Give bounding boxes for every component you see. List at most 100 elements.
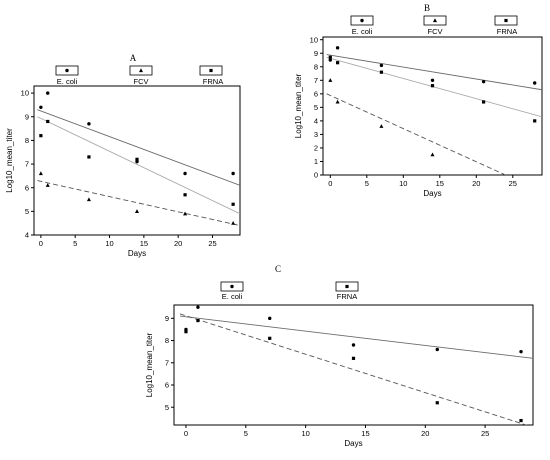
y-tick-label: 1 <box>314 157 318 166</box>
x-tick-label: 5 <box>244 429 248 438</box>
y-tick-label: 5 <box>314 103 318 112</box>
legend-item: FCV <box>129 65 153 86</box>
data-point <box>519 418 523 423</box>
y-tick-label: 6 <box>314 89 318 98</box>
trend-line <box>37 116 240 215</box>
series-fcv <box>326 78 506 175</box>
y-tick-label: 2 <box>314 144 318 153</box>
y-tick-label: 4 <box>314 116 318 125</box>
data-point <box>533 81 537 85</box>
x-axis-title: Days <box>344 439 362 448</box>
series-e-coli <box>326 46 542 91</box>
data-point <box>533 119 537 123</box>
x-tick-label: 20 <box>421 429 429 438</box>
series-e-coli <box>179 305 533 359</box>
data-point <box>231 220 236 225</box>
series-fcv <box>37 171 240 226</box>
panel-letter: C <box>275 264 281 274</box>
trend-line <box>179 313 528 425</box>
x-tick-label: 25 <box>208 239 216 248</box>
data-point <box>328 58 332 62</box>
data-point <box>335 46 340 50</box>
y-axis-title: Log10_mean_titer <box>5 128 14 193</box>
x-tick-label: 20 <box>472 179 480 188</box>
data-point <box>231 171 235 176</box>
series-frna <box>37 116 240 215</box>
chart-panel-b: B E. coli FCV FRNA 0 5 10 15 20 25 0 1 2 3 4 5 6 7 8 9 10 Day… <box>294 3 543 198</box>
data-point <box>435 401 439 405</box>
data-point <box>430 78 435 82</box>
series-e-coli <box>37 91 240 186</box>
data-point <box>183 171 187 176</box>
data-point <box>39 134 43 138</box>
data-point <box>268 316 272 321</box>
x-tick-label: 15 <box>436 179 444 188</box>
data-point <box>196 305 200 309</box>
x-tick-label: 5 <box>73 239 77 248</box>
legend-label: E. coli <box>352 27 373 36</box>
y-tick-label: 3 <box>314 130 318 139</box>
plot-frame <box>33 85 241 236</box>
legend-marker-circle <box>65 68 69 73</box>
y-tick-label: 5 <box>165 403 169 412</box>
data-point <box>379 124 384 128</box>
y-tick-label: 8 <box>165 336 169 345</box>
data-point <box>351 356 356 360</box>
data-point <box>45 183 50 187</box>
panel-letter: A <box>130 53 137 63</box>
legend-label: FRNA <box>497 27 517 36</box>
legend-item: FRNA <box>199 65 223 86</box>
data-point <box>231 202 235 206</box>
trend-line <box>179 315 533 359</box>
data-point <box>351 343 356 347</box>
plot-frame <box>173 304 534 426</box>
x-axis-title: Days <box>423 189 441 198</box>
x-tick-label: 20 <box>174 239 182 248</box>
x-tick-label: 15 <box>140 239 148 248</box>
trend-line <box>326 56 542 118</box>
panel-letter: B <box>424 3 430 13</box>
legend-item: E. coli <box>55 65 79 86</box>
plot-frame <box>322 36 543 176</box>
data-point <box>39 105 43 109</box>
legend-item: E. coli <box>220 281 244 301</box>
chart-panel-a: A E. coli FCV FRNA 0 5 10 15 20 25 4 5 6 7 8 9 10 Days Log… <box>5 53 241 258</box>
y-axis-title: Log10_mean_titer <box>294 73 303 138</box>
data-point <box>135 157 139 161</box>
data-point <box>87 122 91 126</box>
data-point <box>46 91 50 95</box>
legend-marker-triangle <box>433 18 437 23</box>
x-tick-label: 15 <box>361 429 369 438</box>
legend-item: FRNA <box>494 15 518 36</box>
data-point <box>184 330 188 334</box>
y-tick-label: 6 <box>165 381 169 390</box>
x-tick-label: 0 <box>328 179 332 188</box>
legend-label: E. coli <box>222 292 243 301</box>
x-tick-label: 10 <box>399 179 407 188</box>
data-point <box>430 84 435 88</box>
y-tick-label: 6 <box>25 183 29 192</box>
data-point <box>87 155 91 159</box>
data-point <box>435 347 439 352</box>
data-point <box>335 99 340 104</box>
data-point <box>46 119 50 124</box>
legend-label: FRNA <box>337 292 357 301</box>
data-point <box>519 349 523 354</box>
legend-label: FRNA <box>203 77 223 86</box>
data-point <box>86 197 91 202</box>
data-point <box>336 61 340 65</box>
data-point <box>481 79 486 84</box>
y-tick-label: 9 <box>314 49 318 58</box>
data-point <box>135 209 139 213</box>
y-tick-label: 7 <box>314 76 318 85</box>
x-axis-title: Days <box>128 249 146 258</box>
y-tick-label: 8 <box>314 62 318 71</box>
y-tick-label: 10 <box>21 89 29 98</box>
y-tick-label: 4 <box>25 231 29 240</box>
data-point <box>379 63 384 68</box>
legend-item: FCV <box>423 15 447 36</box>
y-tick-label: 10 <box>310 35 318 44</box>
x-tick-label: 5 <box>365 179 369 188</box>
y-axis-title: Log10_mean_titer <box>145 332 154 397</box>
y-tick-label: 9 <box>165 314 169 323</box>
